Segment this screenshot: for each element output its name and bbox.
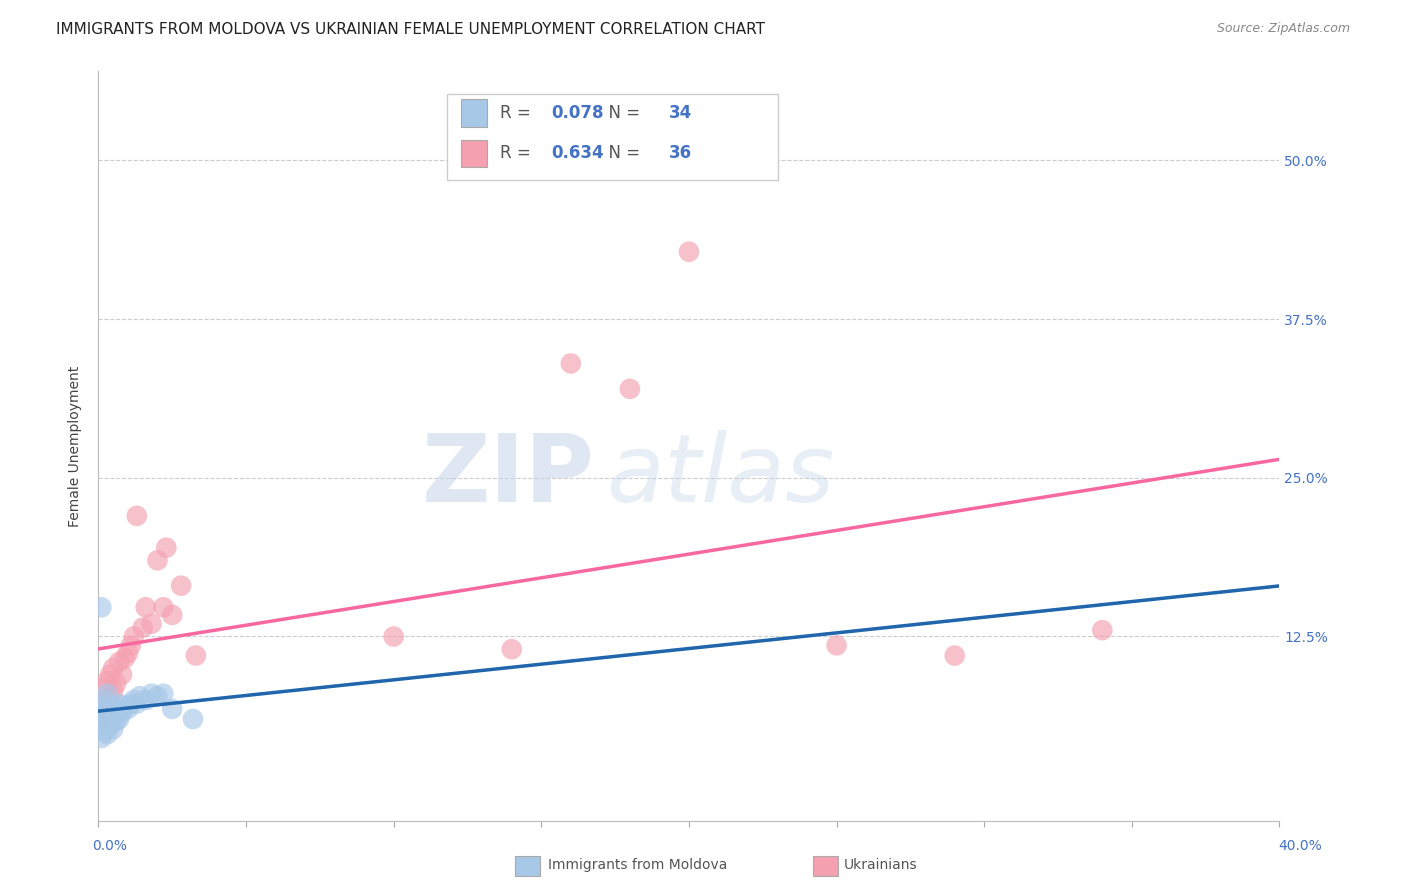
Point (382, 630, 405, 644)
Text: R =: R = (501, 103, 536, 122)
Text: Ukrainians: Ukrainians (844, 858, 917, 872)
Point (96, 706, 118, 720)
Text: atlas: atlas (606, 431, 835, 522)
Text: 0.634: 0.634 (551, 145, 603, 162)
Point (105, 714, 128, 729)
Point (90, 600, 112, 615)
Point (152, 687, 174, 701)
Point (125, 508, 148, 523)
Point (105, 699, 128, 714)
Point (114, 699, 136, 714)
Text: R =: R = (501, 145, 536, 162)
Point (146, 689, 169, 703)
Point (103, 722, 125, 736)
Point (108, 655, 131, 669)
Point (93, 681, 115, 695)
Point (105, 676, 128, 690)
Point (132, 621, 155, 635)
Point (103, 661, 125, 675)
Point (111, 667, 134, 681)
Point (135, 600, 157, 615)
Point (98, 718, 121, 732)
Point (93, 724, 115, 739)
Point (98, 689, 121, 703)
Point (162, 702, 183, 716)
Point (943, 648, 966, 663)
Point (122, 630, 145, 644)
Point (184, 648, 207, 663)
Point (98, 667, 121, 681)
Point (103, 708, 125, 723)
Point (96, 673, 118, 688)
Point (120, 639, 142, 653)
Point (117, 646, 139, 660)
Point (90, 706, 112, 720)
Point (122, 693, 145, 707)
FancyBboxPatch shape (813, 856, 838, 876)
Point (181, 712, 204, 726)
Point (93, 709, 115, 723)
Point (501, 642, 523, 657)
Point (135, 693, 157, 707)
Point (89, 714, 111, 729)
Point (619, 382, 641, 396)
Text: Immigrants from Moldova: Immigrants from Moldova (548, 858, 728, 872)
Point (155, 541, 177, 555)
Point (128, 689, 150, 703)
Point (91, 699, 114, 714)
FancyBboxPatch shape (447, 94, 778, 180)
Point (141, 616, 163, 631)
Y-axis label: Female Unemployment: Female Unemployment (69, 366, 83, 526)
Point (678, 244, 700, 259)
Text: 0.078: 0.078 (551, 103, 603, 122)
FancyBboxPatch shape (515, 856, 540, 876)
Point (90, 718, 112, 732)
Text: Source: ZipAtlas.com: Source: ZipAtlas.com (1216, 22, 1350, 36)
Text: 40.0%: 40.0% (1278, 838, 1323, 853)
Point (1091, 623, 1114, 637)
Point (114, 651, 136, 665)
Point (93, 702, 115, 716)
Point (96, 687, 118, 701)
Point (96, 727, 118, 741)
Point (108, 712, 131, 726)
FancyBboxPatch shape (461, 139, 486, 167)
Point (98, 702, 121, 716)
Point (103, 684, 125, 698)
Text: 0.0%: 0.0% (93, 838, 127, 853)
Point (94, 714, 117, 729)
Point (96, 697, 118, 711)
Point (125, 697, 148, 711)
Point (146, 553, 169, 567)
Point (560, 356, 582, 370)
Point (120, 697, 142, 711)
Point (90, 709, 112, 723)
Text: IMMIGRANTS FROM MOLDOVA VS UKRAINIAN FEMALE UNEMPLOYMENT CORRELATION CHART: IMMIGRANTS FROM MOLDOVA VS UKRAINIAN FEM… (56, 22, 765, 37)
Point (117, 702, 139, 716)
Point (825, 639, 848, 653)
Point (93, 693, 115, 707)
Text: N =: N = (598, 145, 645, 162)
Point (141, 687, 163, 701)
Text: 36: 36 (669, 145, 692, 162)
Point (111, 706, 134, 720)
Point (89, 712, 111, 726)
Text: N =: N = (598, 103, 645, 122)
Point (152, 600, 174, 615)
Text: ZIP: ZIP (422, 430, 595, 522)
Point (90, 693, 112, 707)
Point (90, 731, 112, 745)
Point (170, 579, 193, 593)
Point (108, 697, 131, 711)
Point (162, 607, 183, 622)
FancyBboxPatch shape (461, 99, 486, 127)
Text: 34: 34 (669, 103, 692, 122)
